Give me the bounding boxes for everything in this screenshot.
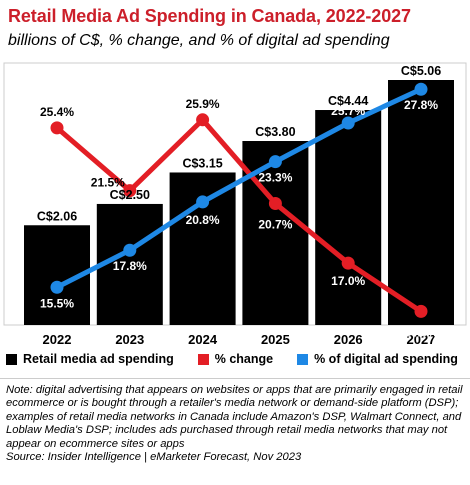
bar-2027 [388,80,454,325]
legend-item-spending: Retail media ad spending [6,352,174,366]
chart-legend: Retail media ad spending % change % of d… [6,352,466,366]
legend-label-digital: % of digital ad spending [314,352,458,366]
chart-title: Retail Media Ad Spending in Canada, 2022… [8,6,411,26]
legend-item-digital: % of digital ad spending [297,352,458,366]
source-text: Source: Insider Intelligence | eMarketer… [6,451,302,464]
x-tick-2023: 2023 [115,332,144,347]
x-tick-2024: 2024 [188,332,218,347]
bar-2023 [96,203,163,325]
digital-line [54,86,424,290]
change-line [54,117,424,314]
change-label-2025: 20.7% [258,218,292,232]
change-label-2022: 25.4% [40,105,74,119]
bar-label-2025: C$3.80 [255,125,295,139]
digital-point-2023 [123,243,137,257]
x-tick-2025: 2025 [261,332,290,347]
change-label-2024: 25.9% [186,97,220,111]
bar-label-2024: C$3.15 [182,156,222,170]
chart-subtitle: billions of C$, % change, and % of digit… [8,32,390,49]
change-point-2027 [414,304,428,318]
legend-label-spending: Retail media ad spending [23,352,174,366]
digital-point-2024 [196,195,210,209]
digital-point-2026 [341,116,355,130]
bar-2024 [169,172,236,325]
digital-point-2022 [50,280,64,294]
digital-label-2025: 23.3% [258,171,292,185]
change-label-2026: 17.0% [331,274,365,288]
legend-label-change: % change [214,352,274,366]
bar-2025 [242,141,309,325]
legend-swatch-spending [6,353,17,365]
change-label-2023: 21.5% [91,176,125,190]
legend-swatch-digital [297,353,309,365]
legend-swatch-change [197,353,209,365]
change-point-2022 [50,121,64,135]
digital-label-2027: 27.8% [404,98,438,112]
digital-label-2022: 15.5% [40,296,74,310]
change-point-2023 [123,184,137,198]
digital-point-2027 [414,82,428,96]
digital-label-2024: 20.8% [186,213,220,227]
change-point-2026 [341,256,355,270]
bar-2026 [315,110,382,325]
legend-item-change: % change [197,352,274,366]
change-point-2025 [268,197,282,211]
bar-label-2023: C$2.50 [110,188,150,202]
change-label-2027: 14.0% [404,325,438,339]
bar-label-2022: C$2.06 [37,209,77,223]
bar-label-2027: C$5.06 [401,64,441,78]
digital-label-2026: 25.7% [331,104,365,118]
x-tick-2026: 2026 [334,332,363,347]
x-tick-2022: 2022 [43,332,72,347]
chart-note: Note: digital advertising that appears o… [6,384,464,464]
note-divider [0,378,470,379]
bar-label-2026: C$4.44 [328,94,368,108]
x-tick-2027: 2027 [407,332,436,347]
digital-label-2023: 17.8% [113,259,147,273]
note-text: Note: digital advertising that appears o… [6,384,463,450]
change-point-2024 [196,113,210,127]
digital-point-2025 [268,155,282,169]
chart-plot: C$2.06 C$2.50 C$3.15 C$3.80 C$4.44 C$5.06 2022… [3,62,467,347]
